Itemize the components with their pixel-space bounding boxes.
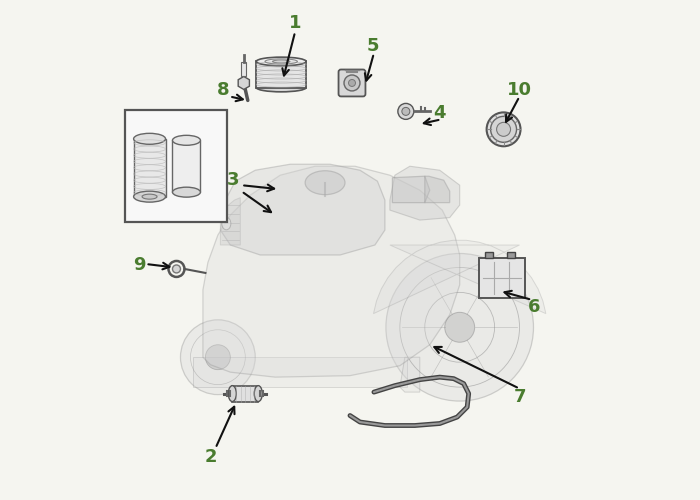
Bar — [256, 62, 306, 88]
Circle shape — [386, 254, 533, 401]
Ellipse shape — [256, 57, 306, 66]
Bar — [134, 139, 165, 196]
Text: 8: 8 — [216, 82, 229, 100]
Text: 1: 1 — [289, 14, 302, 32]
Ellipse shape — [142, 194, 157, 199]
Ellipse shape — [134, 191, 165, 202]
Polygon shape — [400, 357, 420, 392]
Bar — [241, 62, 246, 76]
Circle shape — [496, 122, 510, 136]
Text: 5: 5 — [366, 36, 379, 54]
Polygon shape — [220, 198, 240, 245]
Ellipse shape — [172, 187, 200, 197]
Polygon shape — [374, 240, 546, 314]
Text: 9: 9 — [133, 256, 146, 274]
FancyBboxPatch shape — [339, 70, 365, 96]
Polygon shape — [425, 176, 449, 203]
Text: 3: 3 — [227, 171, 239, 189]
Bar — [232, 386, 258, 402]
Polygon shape — [203, 166, 460, 377]
Bar — [172, 140, 200, 192]
Text: 7: 7 — [513, 388, 526, 406]
Circle shape — [402, 108, 409, 116]
Circle shape — [344, 75, 360, 91]
Polygon shape — [220, 164, 385, 255]
Bar — [484, 252, 493, 258]
Text: 2: 2 — [204, 448, 216, 466]
Bar — [125, 110, 227, 222]
Circle shape — [491, 116, 517, 142]
Bar — [193, 357, 407, 387]
Ellipse shape — [305, 170, 345, 194]
Polygon shape — [390, 166, 460, 220]
Circle shape — [205, 344, 230, 370]
Circle shape — [398, 104, 414, 120]
Ellipse shape — [256, 83, 306, 92]
Bar — [507, 252, 514, 258]
Text: 10: 10 — [507, 82, 532, 100]
Ellipse shape — [228, 386, 237, 402]
Ellipse shape — [134, 134, 165, 144]
Ellipse shape — [254, 386, 262, 402]
Text: 4: 4 — [433, 104, 446, 122]
Circle shape — [486, 112, 521, 146]
Ellipse shape — [172, 136, 200, 145]
Circle shape — [181, 320, 256, 394]
Circle shape — [444, 312, 475, 342]
Polygon shape — [238, 76, 249, 90]
Ellipse shape — [222, 218, 231, 230]
Polygon shape — [393, 176, 430, 203]
Text: 6: 6 — [528, 298, 540, 316]
Bar — [479, 258, 524, 298]
Circle shape — [349, 80, 356, 86]
Circle shape — [172, 265, 181, 273]
